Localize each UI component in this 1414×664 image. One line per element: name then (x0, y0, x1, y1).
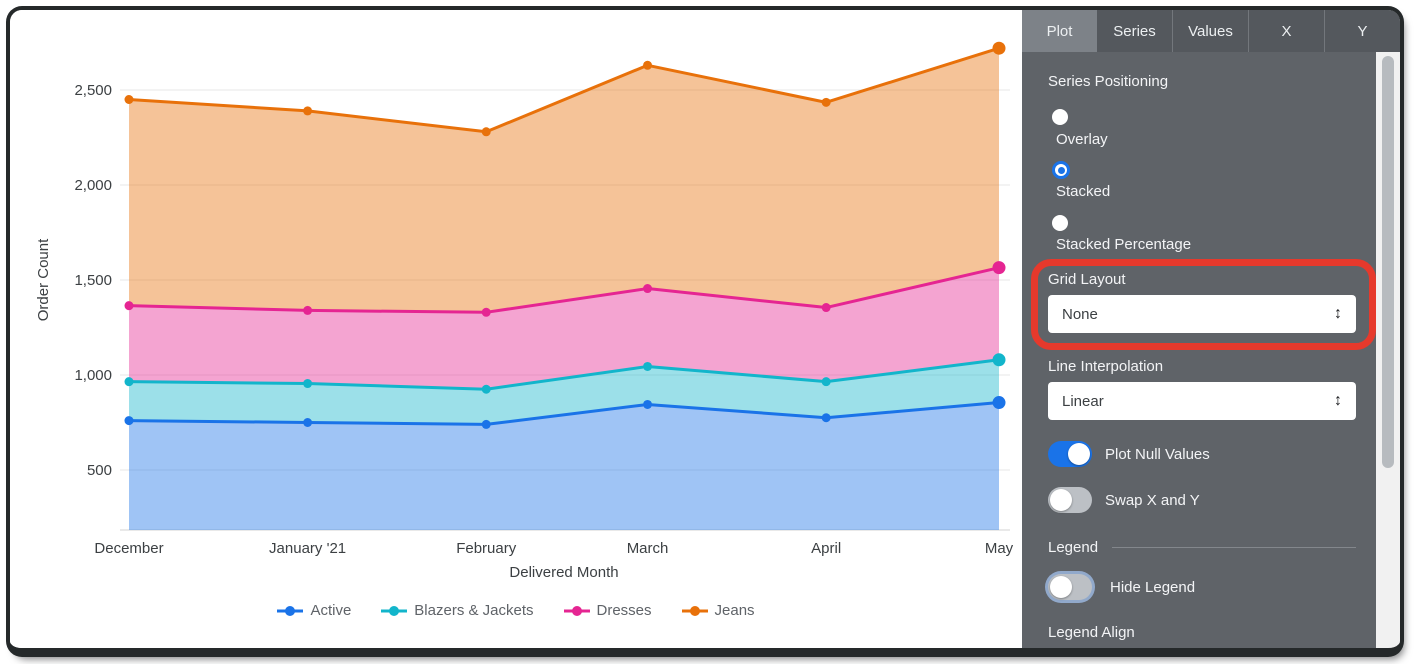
data-point-blazers-jackets[interactable] (303, 379, 313, 389)
updown-arrow-icon: ↕ (1334, 392, 1342, 409)
data-point-blazers-jackets[interactable] (821, 377, 831, 387)
stacked-area-chart: 500 1,000 1,500 2,000 2,500 December January '… (35, 41, 1014, 581)
data-point-active[interactable] (821, 413, 831, 423)
y-tick-label: 2,500 (74, 82, 112, 99)
panel-scrollbar-thumb[interactable] (1382, 56, 1394, 468)
chart-pane: 500 1,000 1,500 2,000 2,500 December January '… (10, 10, 1022, 648)
y-axis-title: Order Count (35, 238, 52, 321)
radio-stacked-label: Stacked (1056, 183, 1111, 200)
app-window: 500 1,000 1,500 2,000 2,500 December January '… (6, 6, 1404, 657)
data-point-jeans[interactable] (481, 127, 491, 137)
tab-values[interactable]: Values (1172, 10, 1248, 52)
x-tick-label: March (627, 540, 669, 557)
data-point-jeans[interactable] (992, 41, 1006, 55)
toggle-knob (1050, 489, 1072, 511)
data-point-jeans[interactable] (124, 95, 134, 104)
hide-legend-label: Hide Legend (1110, 579, 1196, 596)
legend-align-label: Legend Align (1048, 624, 1135, 641)
line-interpolation-select[interactable]: Linear ↕ (1048, 382, 1356, 420)
tab-y[interactable]: Y (1324, 10, 1400, 52)
series-line-active (127, 401, 1001, 426)
legend-marker-icon (277, 605, 304, 616)
series-line-blazers-jackets (127, 358, 1001, 391)
radio-overlay-label: Overlay (1056, 131, 1108, 148)
chart-legend: Active Blazers & Jackets Dresses Jeans (10, 602, 1022, 619)
x-tick-label: May (985, 540, 1014, 557)
y-tick-label: 500 (87, 462, 112, 479)
legend-item-active[interactable]: Active (277, 602, 351, 619)
data-point-dresses[interactable] (992, 261, 1006, 275)
data-point-dresses[interactable] (124, 301, 134, 311)
grid-layout-label: Grid Layout (1048, 271, 1126, 288)
series-line-dresses (127, 266, 1001, 314)
y-tick-label: 1,000 (74, 367, 112, 384)
y-tick-label: 1,500 (74, 272, 112, 289)
radio-stacked-percentage[interactable] (1052, 215, 1068, 231)
legend-item-jeans[interactable]: Jeans (681, 602, 755, 619)
data-point-dresses[interactable] (643, 284, 653, 294)
section-divider (1112, 547, 1356, 548)
swap-x-y-label: Swap X and Y (1105, 492, 1200, 509)
legend-item-label: Dresses (596, 602, 652, 619)
data-point-jeans[interactable] (643, 60, 653, 70)
tab-series[interactable]: Series (1113, 22, 1156, 40)
grid-layout-value: None (1062, 305, 1098, 323)
legend-item-label: Blazers & Jackets (414, 602, 534, 619)
line-interpolation-label: Line Interpolation (1048, 358, 1164, 375)
radio-stacked[interactable] (1052, 161, 1070, 179)
x-tick-label: January '21 (269, 540, 346, 557)
legend-item-dresses[interactable]: Dresses (563, 602, 652, 619)
tab-x[interactable]: X (1248, 10, 1324, 52)
data-point-blazers-jackets[interactable] (124, 377, 134, 387)
data-point-jeans[interactable] (821, 97, 831, 107)
plot-null-values-label: Plot Null Values (1105, 446, 1210, 463)
panel-content: Series Positioning Overlay Stacked Stack… (1022, 52, 1400, 648)
legend-marker-icon (563, 605, 590, 616)
data-point-blazers-jackets[interactable] (992, 353, 1006, 367)
x-axis-title: Delivered Month (509, 564, 618, 581)
updown-arrow-icon: ↕ (1334, 305, 1342, 322)
legend-section-label: Legend (1048, 539, 1099, 556)
series-area-active (129, 402, 999, 530)
series-area-blazers-jackets (129, 359, 999, 425)
data-point-blazers-jackets[interactable] (481, 384, 491, 394)
legend-item-label: Jeans (714, 602, 755, 619)
y-tick-label: 2,000 (74, 177, 112, 194)
series-line-jeans (127, 46, 1001, 134)
legend-section-header: Legend (1048, 539, 1356, 556)
series-positioning-label: Series Positioning (1048, 73, 1169, 90)
data-point-jeans[interactable] (303, 106, 313, 116)
legend-item-blazers-jackets[interactable]: Blazers & Jackets (381, 602, 534, 619)
grid-layout-select[interactable]: None ↕ (1048, 295, 1356, 333)
legend-marker-icon (681, 605, 708, 616)
series-area-jeans (129, 48, 999, 313)
series-area-dresses (129, 267, 999, 390)
panel-tabbar: Plot Series Values X Y (1022, 10, 1400, 52)
data-point-active[interactable] (303, 418, 313, 427)
tab-plot[interactable]: Plot (1022, 10, 1097, 52)
plot-null-values-toggle[interactable] (1048, 441, 1092, 467)
data-point-active[interactable] (481, 419, 491, 429)
data-point-dresses[interactable] (821, 303, 831, 313)
toggle-knob (1068, 443, 1090, 465)
data-point-active[interactable] (992, 396, 1006, 410)
legend-marker-icon (381, 605, 408, 616)
hide-legend-toggle[interactable] (1048, 574, 1092, 600)
data-point-active[interactable] (124, 416, 134, 426)
legend-item-label: Active (310, 602, 352, 619)
radio-stacked-percentage-label: Stacked Percentage (1056, 236, 1192, 253)
swap-x-y-toggle[interactable] (1048, 487, 1092, 513)
toggle-knob (1050, 576, 1072, 598)
radio-overlay[interactable] (1052, 109, 1068, 125)
data-point-dresses[interactable] (481, 307, 491, 317)
data-point-active[interactable] (643, 399, 653, 409)
x-tick-label: February (456, 540, 517, 557)
panel-scrollbar-track[interactable] (1376, 52, 1400, 648)
x-tick-label: December (94, 540, 163, 557)
data-point-dresses[interactable] (303, 305, 313, 315)
data-point-blazers-jackets[interactable] (643, 361, 653, 371)
line-interpolation-value: Linear (1062, 392, 1104, 410)
x-tick-label: April (811, 540, 841, 557)
settings-panel: Plot Series Values X Y Series Positionin… (1022, 10, 1400, 648)
